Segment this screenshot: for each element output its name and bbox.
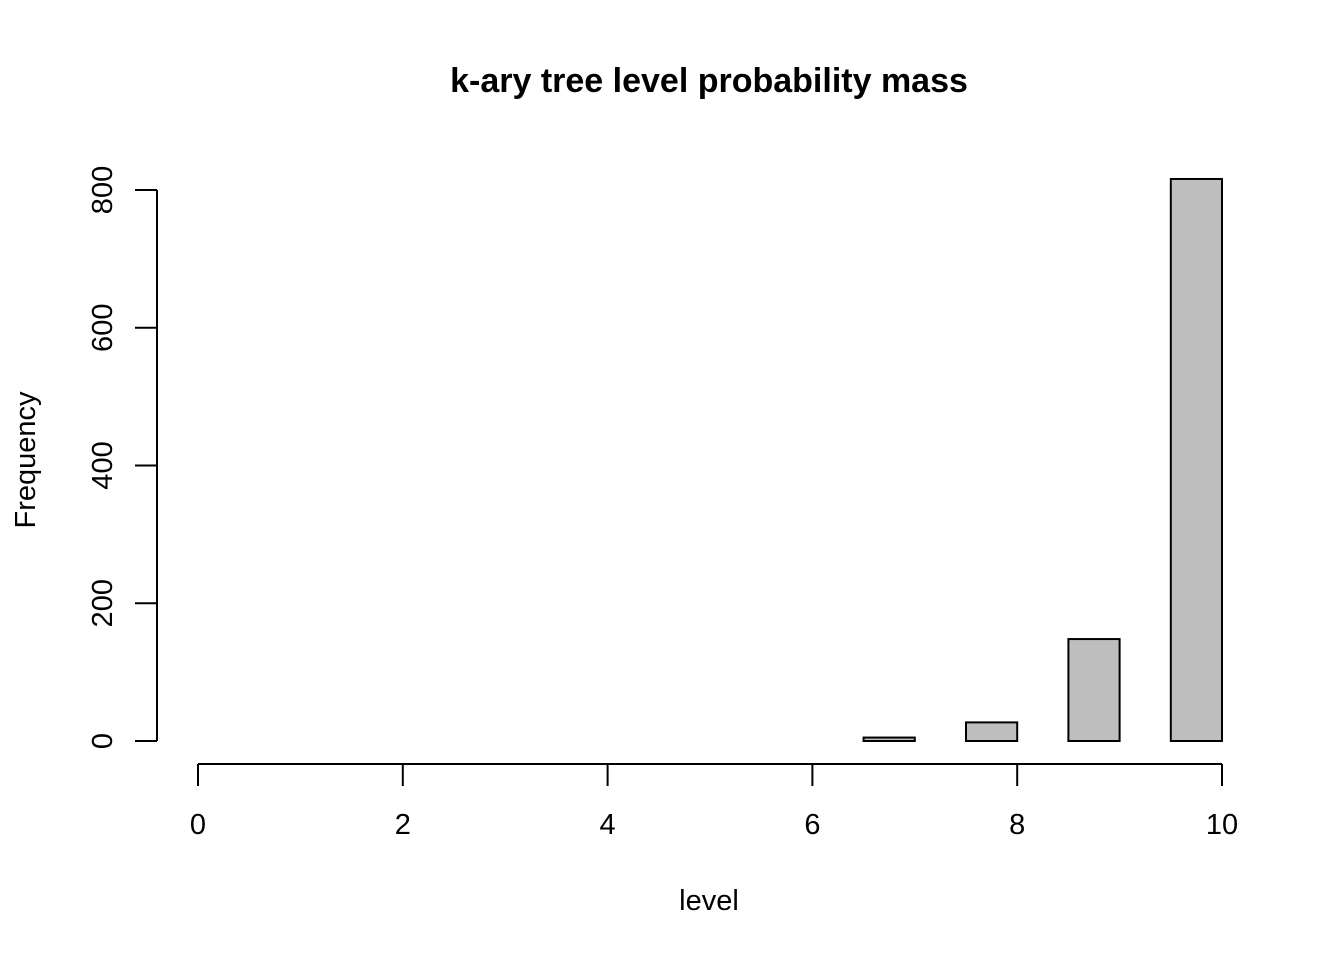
histogram-bar-5 (1067, 638, 1121, 742)
x-tick-label-5: 10 (1206, 809, 1238, 841)
y-tick-label-0: 0 (87, 733, 119, 749)
x-axis: 0 2 4 6 8 10 (190, 763, 1238, 841)
histogram-bar-1 (862, 736, 916, 743)
x-axis-label: level (679, 885, 739, 917)
x-tick-label-1: 2 (395, 809, 411, 841)
y-tick-label-3: 600 (87, 304, 119, 352)
histogram-bar-3 (965, 721, 1019, 742)
y-axis: 0 200 400 600 800 (87, 166, 158, 749)
chart-title: k-ary tree level probability mass (450, 62, 968, 100)
y-axis-label: Frequency (10, 391, 42, 529)
y-tick-label-1: 200 (87, 579, 119, 627)
y-tick-label-2: 400 (87, 441, 119, 489)
y-tick-label-4: 800 (87, 166, 119, 214)
x-tick-label-0: 0 (190, 809, 206, 841)
x-tick-label-4: 8 (1009, 809, 1025, 841)
x-tick-label-2: 4 (600, 809, 616, 841)
bar-group (862, 177, 1224, 743)
x-tick-label-3: 6 (804, 809, 820, 841)
histogram-bar-7 (1169, 177, 1224, 743)
